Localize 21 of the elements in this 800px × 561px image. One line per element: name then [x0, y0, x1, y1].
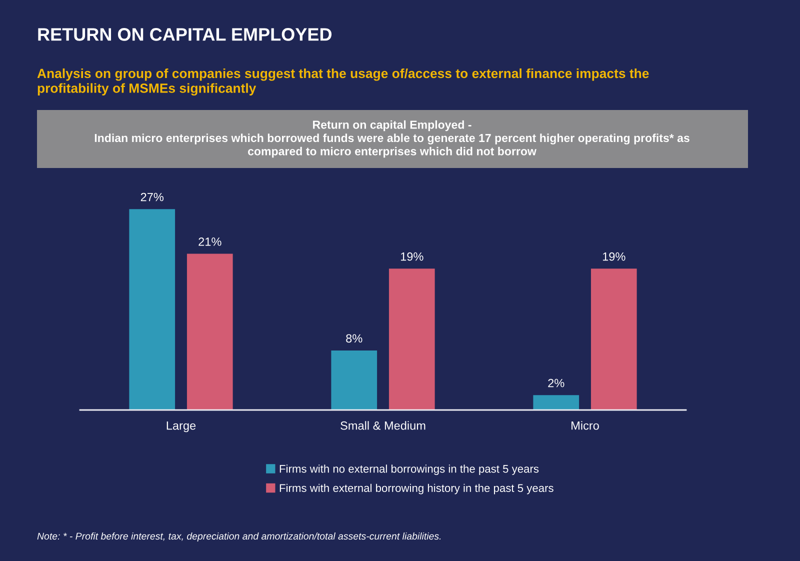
bar [331, 350, 378, 410]
data-label: 27% [140, 192, 164, 202]
data-label: 21% [198, 237, 222, 246]
data-label: 2% [548, 378, 564, 388]
bar [533, 395, 580, 410]
x-tick-label: Small & Medium [340, 421, 426, 430]
x-tick-label: Large [166, 422, 196, 432]
text: Note: * - Profit before interest, tax, depreciation and amortization/total assets-current liabilities. [37, 532, 441, 542]
legend-label: Firms with no external borrowings in the past 5 years [280, 464, 539, 475]
bar [590, 268, 637, 410]
data-label: 19% [400, 252, 424, 261]
data-label: 8% [346, 334, 362, 343]
chart-title: RETURN ON CAPITAL EMPLOYED [38, 28, 332, 41]
bar [129, 209, 176, 410]
x-tick-label: Micro [572, 421, 599, 430]
legend-label: Firms with external borrowing history in the past 5 years [280, 484, 554, 494]
chart-subtitle: Analysis on group of companies suggest that the usage of/access to external finance impacts the profitability of MSMEs significantly [37, 68, 649, 96]
bar [186, 254, 233, 410]
bar [388, 268, 435, 410]
text: Return on capital Employed - Indian micro enterprises which borrowed funds were able to generate 17 percent higher operating profits* as compared to micro enterprises which did not borrow [94, 120, 690, 158]
data-label: 19% [602, 252, 626, 261]
